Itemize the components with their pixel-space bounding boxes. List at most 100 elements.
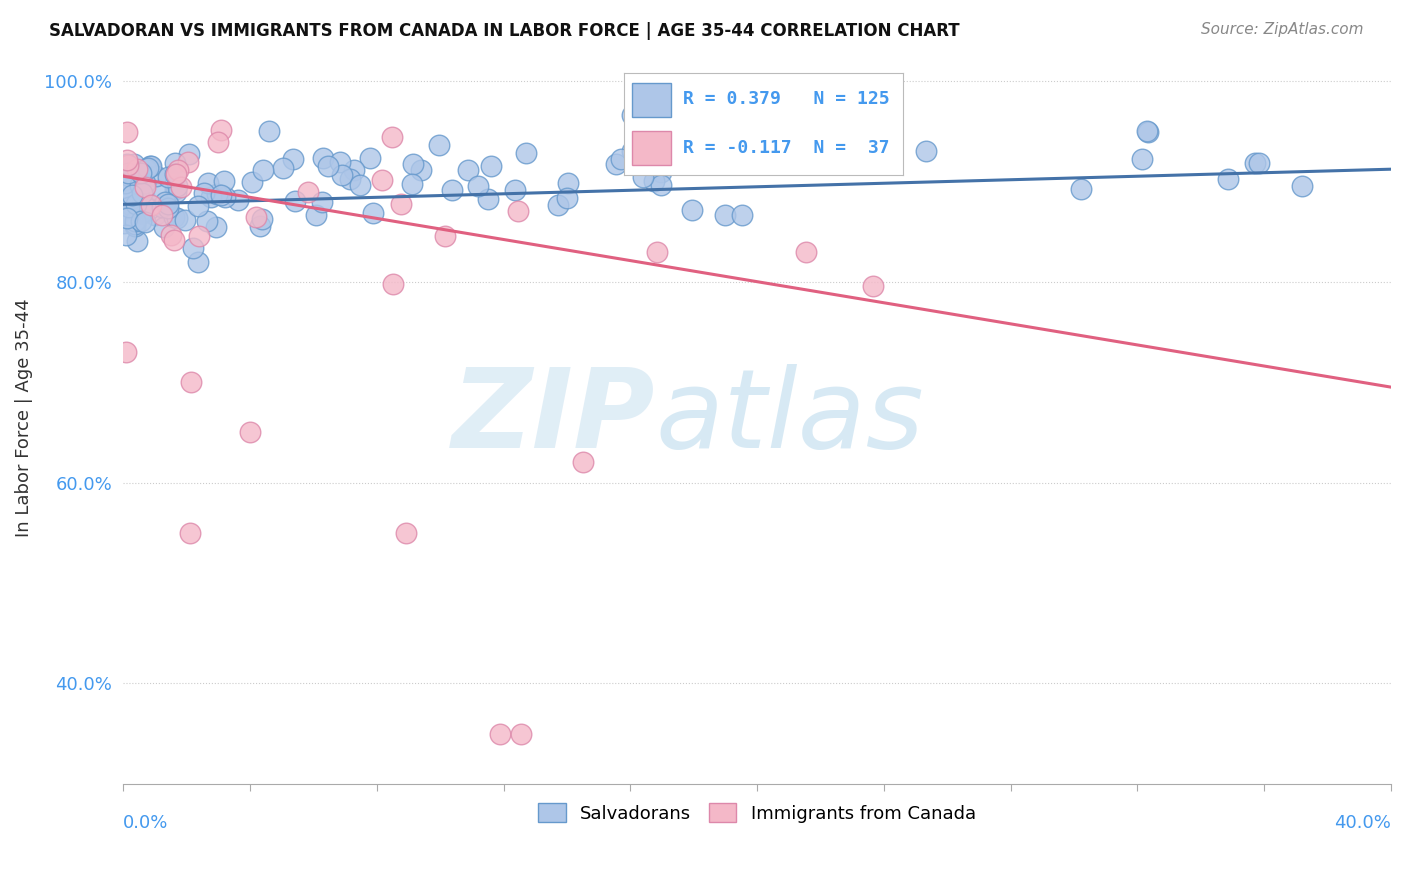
- Point: [281, 152, 304, 166]
- Point: [121, 187, 143, 202]
- Point: [427, 138, 450, 153]
- Point: [163, 210, 186, 224]
- Point: [150, 200, 173, 214]
- Point: [714, 208, 737, 222]
- Point: [129, 165, 152, 179]
- Point: [160, 228, 183, 243]
- Point: [122, 199, 145, 213]
- Point: [316, 159, 339, 173]
- Point: [395, 525, 418, 540]
- Point: [165, 167, 187, 181]
- Point: [176, 155, 198, 169]
- Point: [1070, 182, 1092, 196]
- Point: [146, 183, 169, 197]
- Point: [114, 345, 136, 359]
- Point: [915, 144, 938, 158]
- Point: [214, 189, 236, 203]
- Point: [124, 217, 146, 231]
- Point: [195, 214, 218, 228]
- Point: [125, 234, 148, 248]
- Point: [153, 194, 176, 209]
- Point: [547, 198, 569, 212]
- Point: [138, 202, 160, 216]
- Point: [332, 168, 354, 182]
- Point: [239, 425, 262, 440]
- Point: [177, 147, 200, 161]
- Point: [156, 197, 179, 211]
- Point: [609, 152, 631, 166]
- Point: [207, 135, 229, 149]
- Point: [1130, 153, 1153, 167]
- Point: [467, 178, 489, 193]
- Point: [510, 726, 533, 740]
- Point: [115, 153, 138, 167]
- Point: [503, 183, 526, 197]
- Point: [166, 162, 188, 177]
- Point: [117, 158, 139, 172]
- Point: [349, 178, 371, 193]
- Point: [304, 208, 326, 222]
- Point: [633, 169, 655, 184]
- Point: [145, 169, 167, 184]
- Point: [731, 208, 754, 222]
- Point: [515, 146, 537, 161]
- Point: [115, 125, 138, 139]
- Point: [605, 157, 627, 171]
- Point: [651, 157, 673, 171]
- Point: [207, 187, 229, 202]
- Point: [1291, 179, 1313, 194]
- Point: [115, 157, 138, 171]
- Point: [125, 172, 148, 186]
- Point: [132, 189, 155, 203]
- Point: [163, 233, 186, 247]
- Point: [312, 151, 335, 165]
- Point: [245, 211, 267, 225]
- Point: [155, 202, 177, 216]
- Point: [650, 178, 672, 193]
- Point: [477, 192, 499, 206]
- Point: [124, 214, 146, 228]
- Point: [141, 197, 163, 211]
- Point: [360, 151, 382, 165]
- Text: atlas: atlas: [655, 364, 924, 471]
- Text: Source: ZipAtlas.com: Source: ZipAtlas.com: [1201, 22, 1364, 37]
- Point: [200, 190, 222, 204]
- Point: [115, 228, 138, 243]
- Point: [170, 180, 193, 194]
- Point: [389, 196, 412, 211]
- Point: [411, 163, 433, 178]
- Point: [163, 167, 186, 181]
- Point: [134, 180, 156, 194]
- Point: [643, 174, 665, 188]
- Point: [343, 163, 366, 178]
- Point: [129, 178, 152, 193]
- Point: [796, 149, 818, 163]
- Point: [131, 186, 153, 200]
- Point: [121, 198, 143, 212]
- Text: SALVADORAN VS IMMIGRANTS FROM CANADA IN LABOR FORCE | AGE 35-44 CORRELATION CHAR: SALVADORAN VS IMMIGRANTS FROM CANADA IN …: [49, 22, 960, 40]
- Point: [1243, 156, 1265, 170]
- Point: [120, 192, 142, 206]
- Point: [174, 213, 197, 227]
- Point: [311, 194, 333, 209]
- Point: [257, 124, 280, 138]
- Point: [402, 156, 425, 170]
- Point: [139, 160, 162, 174]
- Point: [180, 375, 202, 389]
- Point: [457, 162, 479, 177]
- Point: [329, 155, 352, 169]
- Point: [862, 279, 884, 293]
- Point: [371, 173, 394, 187]
- Point: [187, 228, 209, 243]
- Point: [165, 182, 187, 196]
- Point: [183, 241, 205, 255]
- Point: [157, 201, 180, 215]
- Point: [115, 181, 138, 195]
- Point: [572, 455, 595, 469]
- Point: [401, 178, 423, 192]
- Text: 0.0%: 0.0%: [124, 814, 169, 832]
- Point: [138, 161, 160, 175]
- Point: [156, 169, 179, 184]
- Point: [620, 107, 643, 121]
- Point: [557, 176, 579, 190]
